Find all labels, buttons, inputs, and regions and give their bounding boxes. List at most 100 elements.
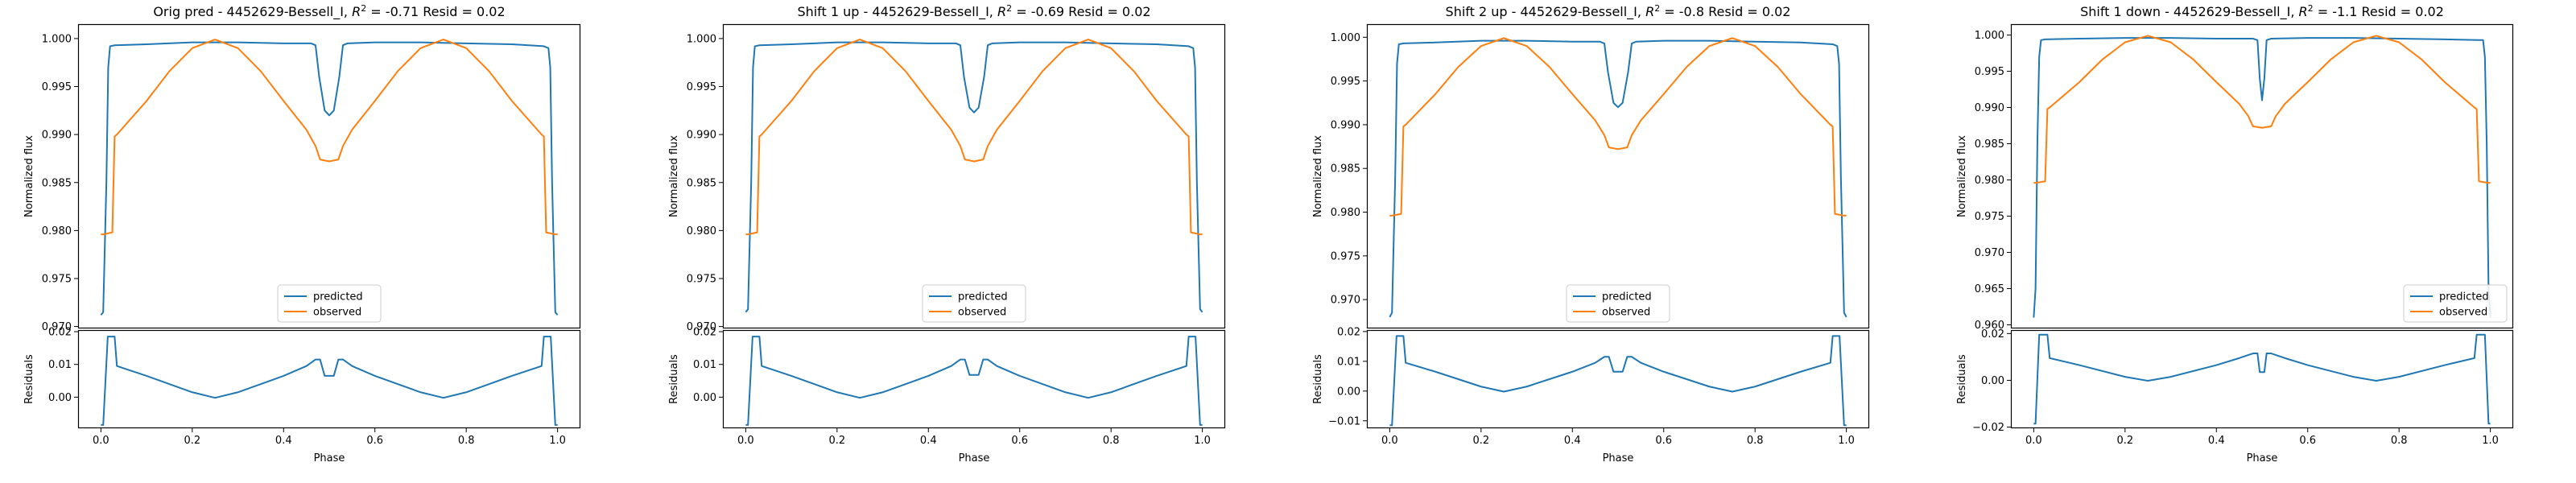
title-r-symbol: R xyxy=(2299,4,2308,19)
y-tick-label: 0.975 xyxy=(687,273,716,285)
legend-box xyxy=(922,284,1026,323)
res-y-tick-label: 0.01 xyxy=(693,359,716,371)
res-y-axis-label: Residuals xyxy=(668,354,680,404)
title-superscript: 2 xyxy=(361,3,366,14)
x-tick-label: 1.0 xyxy=(1194,435,1211,447)
legend-box xyxy=(2403,284,2508,323)
x-tick-label: 0.6 xyxy=(366,435,383,447)
panel-4: Shift 1 down - 4452629-Bessell_I, R2 = -… xyxy=(1956,3,2514,464)
legend-box xyxy=(277,284,382,323)
series-predicted-line xyxy=(745,41,1203,313)
y-tick-label: 0.970 xyxy=(42,321,72,333)
panel-2: Shift 1 up - 4452629-Bessell_I, R2 = -0.… xyxy=(668,3,1226,464)
x-tick-label: 1.0 xyxy=(2482,435,2499,447)
x-tick-label: 1.0 xyxy=(1838,435,1855,447)
x-axis-label: Phase xyxy=(314,452,345,464)
x-tick-label: 0.0 xyxy=(2025,435,2042,447)
x-tick-label: 0.0 xyxy=(1381,435,1398,447)
y-tick-label: 0.995 xyxy=(1331,76,1360,88)
x-tick-label: 0.2 xyxy=(1472,435,1489,447)
x-tick-label: 0.2 xyxy=(184,435,200,447)
x-tick-label: 0.8 xyxy=(458,435,475,447)
y-axis-label: Normalized flux xyxy=(1312,135,1324,217)
title-stats: = -1.1 Resid = 0.02 xyxy=(2314,4,2444,19)
panel-title: Shift 2 up - 4452629-Bessell_I, R2 = -0.… xyxy=(1446,3,1791,20)
y-tick-label: 0.990 xyxy=(1331,119,1360,131)
series-observed-line xyxy=(1389,37,1847,217)
res-y-tick-label: 0.00 xyxy=(48,392,72,404)
series-predicted-line xyxy=(2033,37,2491,318)
x-tick-label: 0.4 xyxy=(275,435,292,447)
y-tick-label: 0.960 xyxy=(1975,320,2004,332)
panel-title: Shift 1 up - 4452629-Bessell_I, R2 = -0.… xyxy=(797,3,1150,20)
x-tick-label: 0.8 xyxy=(1103,435,1120,447)
series-observed-line xyxy=(745,39,1203,236)
x-axis-label: Phase xyxy=(959,452,990,464)
y-tick-label: 1.000 xyxy=(1331,32,1360,44)
res-y-tick-label: 0.02 xyxy=(1337,326,1360,338)
y-tick-label: 0.970 xyxy=(1331,295,1360,307)
res-y-tick-label: 0.01 xyxy=(1337,356,1360,368)
res-y-axis-label: Residuals xyxy=(1312,354,1324,404)
title-stats: = -0.71 Resid = 0.02 xyxy=(366,4,505,19)
y-tick-label: 0.985 xyxy=(1975,138,2004,151)
legend: predicted observed xyxy=(2403,284,2508,323)
y-tick-label: 0.980 xyxy=(1331,207,1360,219)
series-predicted-line xyxy=(1389,39,1847,318)
y-tick-label: 0.985 xyxy=(1331,163,1360,175)
x-tick-label: 0.4 xyxy=(920,435,937,447)
res-y-tick-label: 0.00 xyxy=(1981,375,2004,387)
x-axis-label: Phase xyxy=(1603,452,1634,464)
res-y-tick-label: 0.00 xyxy=(1337,386,1360,398)
x-tick-label: 0.8 xyxy=(2391,435,2408,447)
legend-label: predicted xyxy=(958,291,1008,303)
title-superscript: 2 xyxy=(1006,3,1012,14)
residual-line xyxy=(101,336,558,426)
res-y-axis-label: Residuals xyxy=(1956,354,1968,404)
residual-axes-frame xyxy=(1366,329,1870,429)
legend-label: predicted xyxy=(1602,291,1652,303)
legend-label: predicted xyxy=(313,291,363,303)
title-superscript: 2 xyxy=(2308,3,2314,14)
flux-axes-frame xyxy=(1366,23,1870,329)
y-tick-label: 0.980 xyxy=(687,225,716,237)
panel-title: Orig pred - 4452629-Bessell_I, R2 = -0.7… xyxy=(153,3,505,20)
res-y-tick-label: 0.02 xyxy=(48,327,72,339)
legend: predicted observed xyxy=(277,284,382,323)
y-tick-label: 0.970 xyxy=(687,321,716,333)
panel-1: Orig pred - 4452629-Bessell_I, R2 = -0.7… xyxy=(23,3,581,464)
res-y-tick-label: −0.01 xyxy=(1328,415,1360,427)
y-axis-label: Normalized flux xyxy=(23,135,35,217)
res-y-tick-label: −0.02 xyxy=(1972,422,2004,434)
y-axis-label: Normalized flux xyxy=(668,135,680,217)
legend-label: observed xyxy=(958,307,1006,319)
x-axis-label: Phase xyxy=(2247,452,2278,464)
title-text: Shift 1 up - 4452629-Bessell_I, xyxy=(797,4,997,20)
x-tick-label: 0.6 xyxy=(2299,435,2316,447)
res-y-axis-label: Residuals xyxy=(23,354,35,404)
flux-axes-frame xyxy=(722,23,1226,329)
x-tick-label: 0.6 xyxy=(1011,435,1028,447)
y-tick-label: 0.985 xyxy=(687,177,716,189)
y-tick-label: 0.975 xyxy=(42,273,72,285)
flux-axes-frame xyxy=(77,23,581,329)
y-tick-label: 0.980 xyxy=(42,225,72,237)
y-tick-label: 0.990 xyxy=(42,130,72,142)
residual-line xyxy=(745,336,1203,426)
y-tick-label: 0.975 xyxy=(1331,250,1360,262)
title-r-symbol: R xyxy=(352,4,361,19)
legend-label: observed xyxy=(313,307,361,319)
residual-line xyxy=(2033,333,2491,425)
panel-3: Shift 2 up - 4452629-Bessell_I, R2 = -0.… xyxy=(1312,3,1870,464)
title-stats: = -0.8 Resid = 0.02 xyxy=(1660,4,1790,19)
y-tick-label: 1.000 xyxy=(42,33,72,45)
x-tick-label: 0.6 xyxy=(1655,435,1672,447)
x-tick-label: 0.8 xyxy=(1747,435,1764,447)
res-y-tick-label: 0.02 xyxy=(1981,328,2004,341)
x-tick-label: 0.4 xyxy=(1564,435,1581,447)
x-tick-label: 0.2 xyxy=(828,435,845,447)
res-y-tick-label: 0.01 xyxy=(48,359,72,371)
x-tick-label: 0.2 xyxy=(2116,435,2133,447)
residual-axes-frame xyxy=(722,329,1226,429)
